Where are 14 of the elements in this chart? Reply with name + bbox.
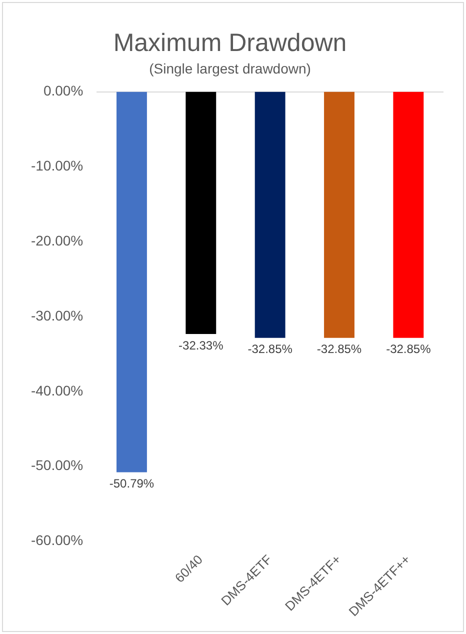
y-tick-label: -60.00% <box>30 532 84 548</box>
data-label: -50.79% <box>109 476 154 491</box>
y-tick-label: 0.00% <box>43 82 84 99</box>
y-tick-label: -10.00% <box>30 158 84 174</box>
y-tick-label: -50.00% <box>30 457 84 474</box>
chart-subtitle: (Single largest drawdown) <box>149 60 311 76</box>
data-label: -32.85% <box>386 342 432 356</box>
chart-title: Maximum Drawdown <box>113 28 347 57</box>
y-tick-label: -20.00% <box>30 232 84 248</box>
y-tick-label: -40.00% <box>30 382 84 398</box>
data-label: -32.85% <box>248 342 293 356</box>
data-label: -32.85% <box>316 342 362 356</box>
data-label: -32.33% <box>178 338 224 352</box>
y-tick-label: -30.00% <box>30 307 84 324</box>
